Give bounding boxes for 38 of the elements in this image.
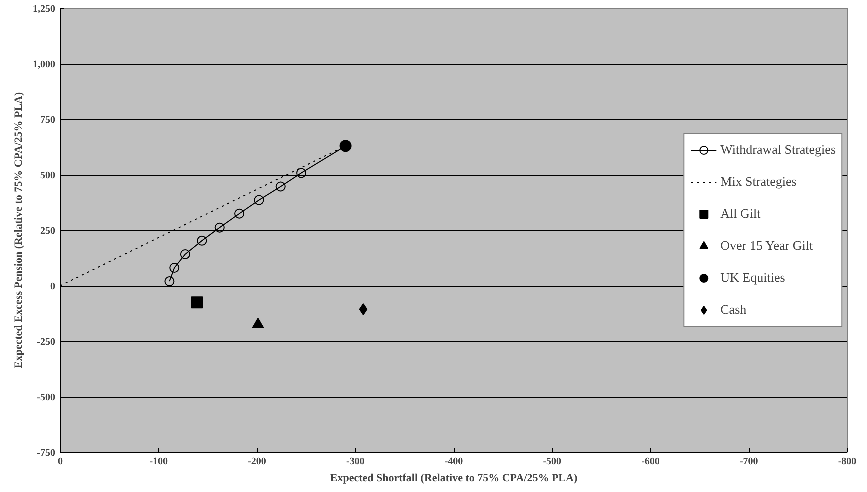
point xyxy=(296,168,307,178)
point xyxy=(180,249,190,260)
point xyxy=(164,276,175,287)
y-tick-label: 750 xyxy=(40,115,56,126)
point xyxy=(252,318,264,329)
x-tick-label: -400 xyxy=(444,456,464,468)
legend-label: Mix Strategies xyxy=(720,174,797,190)
y-tick-label: -250 xyxy=(37,337,56,348)
x-axis-title: Expected Shortfall (Relative to 75% CPA/25% PLA) xyxy=(330,472,578,484)
x-tick-label: -500 xyxy=(543,456,562,468)
legend-label: Over 15 Year Gilt xyxy=(720,238,814,254)
y-tick-label: 1,250 xyxy=(33,4,56,15)
y-tick-label: 1,000 xyxy=(33,60,56,70)
x-tick-label: -800 xyxy=(838,456,857,468)
legend-label: Withdrawal Strategies xyxy=(720,142,836,158)
y-axis-title: Expected Excess Pension (Relative to 75% CPA/25% PLA) xyxy=(13,92,25,369)
y-tick-label: -750 xyxy=(37,448,56,459)
legend-label: Cash xyxy=(720,302,747,318)
point xyxy=(214,222,225,233)
x-tick-label: 0 xyxy=(58,456,63,468)
legend-label: All Gilt xyxy=(720,206,761,222)
y-tick-label: -500 xyxy=(37,392,56,404)
point xyxy=(276,182,286,192)
x-tick-label: -600 xyxy=(642,456,660,468)
x-tick-label: -200 xyxy=(248,456,266,468)
y-tick-label: 500 xyxy=(40,170,56,182)
y-tick-label: 250 xyxy=(40,226,56,237)
x-tick-label: -300 xyxy=(346,456,365,468)
x-tick-label: -700 xyxy=(740,456,758,468)
point xyxy=(191,296,204,309)
point xyxy=(254,195,264,206)
point xyxy=(197,236,208,246)
x-tick-label: -100 xyxy=(150,456,168,468)
y-tick-label: 0 xyxy=(50,282,56,292)
point xyxy=(234,208,245,219)
legend-label: UK Equities xyxy=(720,270,786,286)
point xyxy=(359,304,368,316)
point xyxy=(170,263,180,274)
